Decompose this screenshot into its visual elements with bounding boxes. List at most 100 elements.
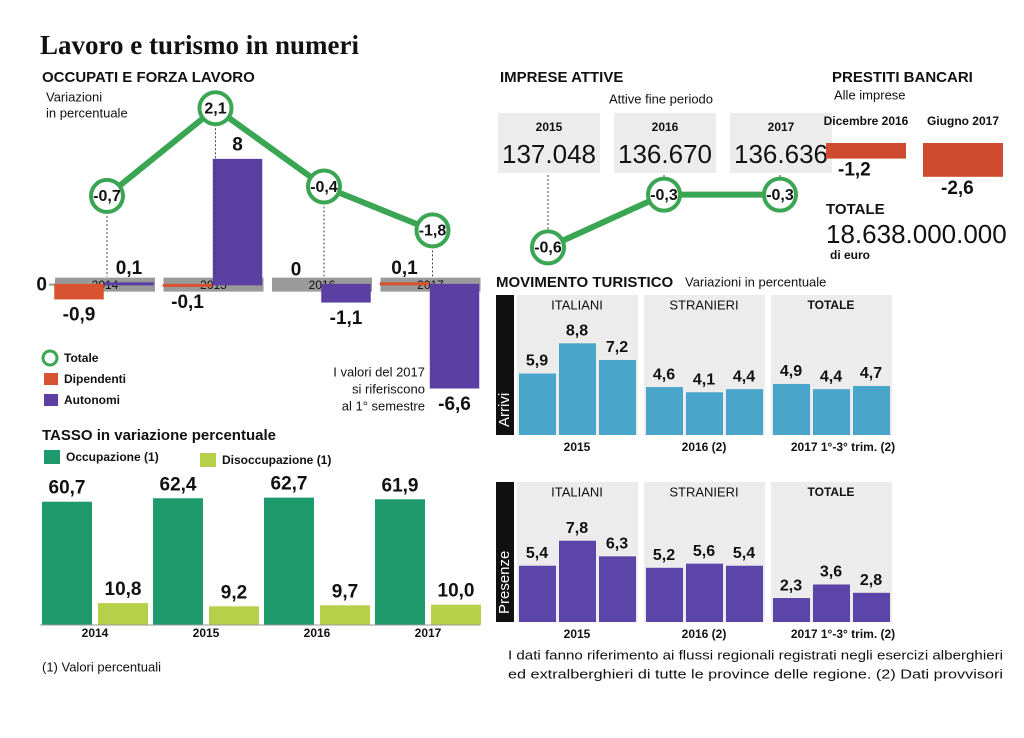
x-tick-label: 2017 1°-3° trim. (2) — [791, 627, 895, 641]
legend-marker — [44, 394, 58, 406]
chart-title: OCCUPATI E FORZA LAVORO — [42, 69, 255, 86]
data-label: 0,1 — [116, 258, 143, 279]
legend-marker — [44, 373, 58, 385]
data-label: 4,1 — [693, 371, 715, 388]
annotation: al 1° semestre — [342, 398, 425, 413]
box-year: 2015 — [536, 120, 563, 134]
year-box — [498, 113, 600, 173]
bar — [519, 565, 556, 622]
bar — [686, 392, 723, 435]
x-tick-label: Dicembre 2016 — [824, 114, 909, 128]
legend-marker — [200, 453, 216, 467]
x-tick-label: 2016 (2) — [682, 627, 727, 641]
line-point — [762, 176, 798, 213]
footnote: (1) Valori percentuali — [42, 659, 161, 674]
y-tick-label: 0 — [36, 275, 47, 296]
x-tick-label: 2015 — [193, 626, 220, 640]
bar — [599, 359, 636, 435]
legend-label: Totale — [64, 351, 99, 365]
bar — [153, 498, 203, 625]
data-label: 9,7 — [332, 581, 358, 602]
legend-marker — [41, 349, 59, 367]
data-label: 4,7 — [860, 365, 882, 382]
x-tick-label: 2014 — [82, 626, 109, 640]
group-label: ITALIANI — [551, 484, 603, 499]
data-label: 7,2 — [606, 339, 628, 356]
bar — [646, 387, 683, 435]
x-tick-label: Giugno 2017 — [927, 114, 999, 128]
panel-label: Arrivi — [496, 393, 513, 427]
total-value: 18.638.000.000 — [826, 219, 1007, 249]
annotation: si riferiscono — [352, 381, 425, 396]
data-label: 4,9 — [780, 363, 802, 380]
data-label: 8,8 — [566, 323, 588, 340]
data-label: 4,6 — [653, 366, 675, 383]
group-label: TOTALE — [808, 298, 855, 312]
bar — [853, 386, 890, 435]
line-point — [414, 212, 451, 249]
bar — [320, 605, 370, 625]
bar — [104, 282, 154, 286]
page-title: Lavoro e turismo in numeri — [40, 30, 359, 60]
subtitle: Attive fine periodo — [609, 91, 713, 106]
data-label: 2,3 — [780, 577, 802, 594]
data-label: -0,3 — [650, 187, 678, 204]
total-unit: di euro — [830, 248, 870, 262]
x-tick-label: 2017 1°-3° trim. (2) — [791, 440, 895, 454]
data-label: -6,6 — [438, 394, 471, 415]
legend-label: Dipendenti — [64, 372, 126, 386]
footnote: ed extralberghieri di tutte le province … — [508, 666, 1003, 681]
data-label: 2,8 — [860, 572, 882, 589]
bar — [853, 592, 890, 622]
box-total: 136.636 — [734, 139, 828, 169]
group-label: STRANIERI — [669, 484, 738, 499]
data-label: 5,6 — [693, 543, 715, 560]
data-label: 62,4 — [160, 474, 197, 495]
chart-title: MOVIMENTO TURISTICO — [496, 274, 674, 291]
legend-label: Autonomi — [64, 393, 120, 407]
data-label: -0,7 — [93, 188, 121, 205]
bar — [686, 563, 723, 622]
data-label: -1,2 — [838, 160, 871, 181]
subtitle: Alle imprese — [834, 87, 906, 102]
box-year: 2017 — [768, 120, 795, 134]
data-label: 6,3 — [606, 536, 628, 553]
bar — [599, 556, 636, 622]
bar — [431, 604, 481, 625]
line-point — [197, 90, 234, 127]
data-label: 5,4 — [733, 545, 755, 562]
data-label: -1,8 — [419, 223, 447, 240]
box-total: 136.670 — [618, 139, 712, 169]
subtitle: Variazioni in percentuale — [685, 274, 826, 289]
data-label: -0,6 — [534, 240, 562, 257]
data-label: -1,1 — [330, 308, 363, 329]
data-label: 4,4 — [820, 368, 842, 385]
box-total: 137.048 — [502, 139, 596, 169]
line-point — [306, 168, 342, 205]
bar — [212, 158, 263, 286]
data-label: 0,1 — [391, 258, 418, 279]
data-label: 0 — [291, 260, 302, 281]
bar — [559, 540, 596, 622]
data-label: -0,1 — [171, 292, 204, 313]
x-tick-label: 2015 — [564, 627, 591, 641]
bar — [773, 383, 810, 435]
data-label: 5,4 — [526, 545, 548, 562]
legend-label: Occupazione (1) — [66, 450, 159, 464]
chart-title: TASSO in variazione percentuale — [42, 427, 276, 444]
data-label: -0,9 — [63, 305, 96, 326]
bar — [646, 567, 683, 622]
line-point — [89, 177, 125, 214]
footnote: I dati fanno riferimento ai flussi regio… — [508, 647, 1003, 662]
line-point — [646, 176, 682, 213]
line — [105, 104, 434, 234]
box-year: 2016 — [652, 120, 679, 134]
subtitle: Variazioni — [46, 89, 102, 104]
bar — [519, 373, 556, 435]
bar — [379, 282, 430, 286]
legend-marker — [44, 450, 60, 464]
data-label: 8 — [232, 135, 243, 156]
bar — [726, 565, 763, 622]
bar — [375, 499, 425, 625]
